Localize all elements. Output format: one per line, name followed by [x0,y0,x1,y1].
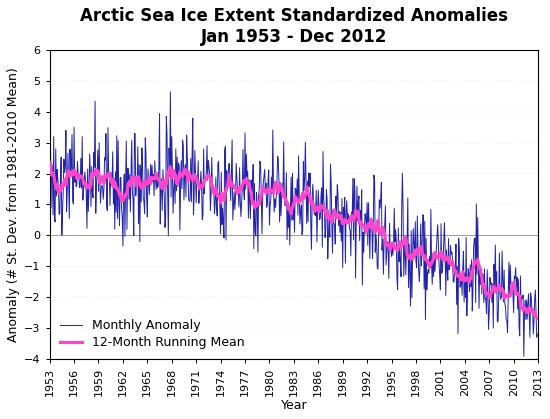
12-Month Running Mean [47,160,53,165]
Monthly Anomaly [534,332,541,337]
Monthly Anomaly [368,215,375,220]
Monthly Anomaly [354,184,360,189]
12-Month Running Mean [46,164,53,169]
12-Month Running Mean [156,177,162,182]
12-Month Running Mean [534,316,541,321]
Monthly Anomaly [182,172,188,177]
Monthly Anomaly [155,184,162,189]
Monthly Anomaly [46,125,53,130]
Title: Arctic Sea Ice Extent Standardized Anomalies
Jan 1953 - Dec 2012: Arctic Sea Ice Extent Standardized Anoma… [80,7,508,46]
Line: 12-Month Running Mean: 12-Month Running Mean [50,163,537,318]
12-Month Running Mean [56,190,63,195]
Line: Monthly Anomaly: Monthly Anomaly [50,92,537,356]
X-axis label: Year: Year [280,399,307,412]
Monthly Anomaly [55,183,62,188]
12-Month Running Mean [354,210,360,215]
12-Month Running Mean [182,166,188,171]
Monthly Anomaly [106,171,112,176]
Legend: Monthly Anomaly, 12-Month Running Mean: Monthly Anomaly, 12-Month Running Mean [56,316,249,353]
Monthly Anomaly [520,354,527,359]
Y-axis label: Anomaly (# St. Dev. from 1981-2010 Mean): Anomaly (# St. Dev. from 1981-2010 Mean) [7,67,20,342]
12-Month Running Mean [106,171,113,176]
12-Month Running Mean [368,217,375,222]
Monthly Anomaly [167,89,174,94]
